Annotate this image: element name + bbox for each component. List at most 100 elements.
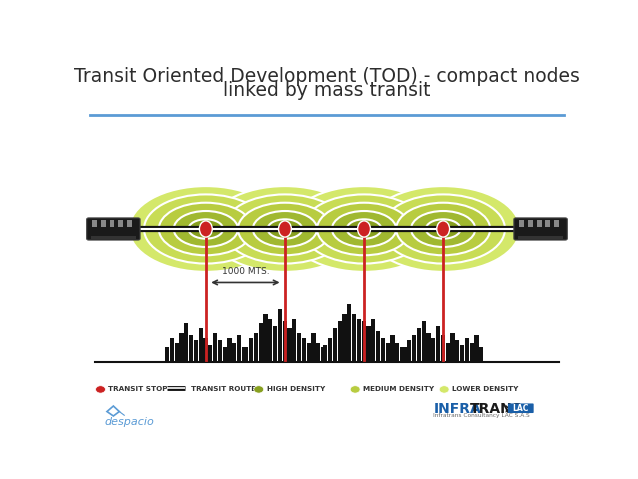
Bar — [352, 314, 356, 362]
Bar — [101, 220, 106, 227]
Bar — [268, 319, 272, 362]
Text: Infratrans Consultancy LAC S.A.S: Infratrans Consultancy LAC S.A.S — [433, 413, 530, 419]
Bar — [218, 340, 222, 362]
Bar — [366, 326, 371, 362]
Bar — [381, 338, 385, 362]
Ellipse shape — [302, 194, 426, 263]
Bar — [554, 220, 559, 227]
Bar — [343, 314, 346, 362]
Bar — [545, 220, 551, 227]
Bar — [357, 319, 361, 362]
Bar — [249, 338, 253, 362]
FancyBboxPatch shape — [87, 218, 140, 240]
Bar — [194, 340, 198, 362]
Bar — [165, 347, 169, 362]
Ellipse shape — [129, 186, 283, 272]
Ellipse shape — [288, 186, 441, 272]
Text: linked by mass transit: linked by mass transit — [223, 81, 431, 101]
Ellipse shape — [238, 203, 332, 255]
Bar — [396, 342, 399, 362]
Bar — [436, 326, 440, 362]
Bar — [519, 220, 524, 227]
Bar — [321, 347, 325, 362]
Bar — [287, 328, 292, 362]
Bar — [518, 236, 563, 239]
Ellipse shape — [358, 221, 371, 237]
Bar — [283, 321, 286, 362]
Ellipse shape — [382, 194, 505, 263]
Ellipse shape — [347, 219, 382, 239]
Bar — [403, 347, 406, 362]
Text: TRANSIT ROUTE: TRANSIT ROUTE — [191, 387, 256, 392]
Bar — [297, 333, 301, 362]
Bar — [362, 321, 366, 362]
Bar — [407, 340, 412, 362]
Bar — [118, 220, 123, 227]
Bar — [537, 220, 542, 227]
Bar — [263, 314, 267, 362]
Bar — [237, 335, 241, 362]
Text: INFRA: INFRA — [433, 402, 481, 416]
Bar — [412, 335, 416, 362]
Bar — [371, 319, 376, 362]
Bar — [258, 323, 263, 362]
Circle shape — [254, 386, 263, 393]
Bar — [244, 347, 248, 362]
Bar — [464, 338, 469, 362]
Bar — [189, 335, 193, 362]
Ellipse shape — [174, 211, 238, 247]
Bar — [302, 338, 306, 362]
Text: Transit Oriented Development (TOD) - compact nodes: Transit Oriented Development (TOD) - com… — [74, 67, 580, 86]
Bar — [92, 220, 97, 227]
Bar — [323, 345, 327, 362]
Ellipse shape — [317, 203, 411, 255]
Bar — [455, 340, 459, 362]
Text: TRANS: TRANS — [470, 402, 522, 416]
Text: HIGH DENSITY: HIGH DENSITY — [267, 387, 325, 392]
Bar — [232, 342, 237, 362]
Bar — [376, 331, 380, 362]
Ellipse shape — [223, 194, 347, 263]
Bar — [445, 342, 450, 362]
Ellipse shape — [253, 211, 317, 247]
Bar — [179, 333, 184, 362]
Ellipse shape — [411, 211, 475, 247]
Bar — [400, 347, 404, 362]
Bar — [213, 333, 218, 362]
Bar — [479, 347, 484, 362]
Bar — [475, 335, 478, 362]
Bar — [347, 304, 352, 362]
Bar — [450, 333, 455, 362]
Bar — [208, 345, 212, 362]
Bar — [460, 345, 464, 362]
Bar — [311, 333, 316, 362]
Bar — [390, 335, 395, 362]
Bar — [316, 342, 320, 362]
Bar — [127, 220, 132, 227]
Text: TRANSIT STOP: TRANSIT STOP — [108, 387, 168, 392]
Bar — [184, 323, 188, 362]
Bar — [170, 338, 174, 362]
Bar — [175, 342, 179, 362]
Bar — [431, 338, 435, 362]
FancyBboxPatch shape — [508, 403, 533, 413]
Bar — [278, 309, 282, 362]
Ellipse shape — [144, 194, 268, 263]
Ellipse shape — [396, 203, 490, 255]
Bar — [470, 342, 474, 362]
Bar — [204, 338, 207, 362]
Bar — [385, 342, 390, 362]
Ellipse shape — [279, 221, 292, 237]
Bar — [91, 236, 136, 239]
Bar — [223, 347, 227, 362]
FancyBboxPatch shape — [514, 218, 567, 240]
Bar — [110, 220, 114, 227]
Ellipse shape — [268, 219, 302, 239]
Bar — [273, 326, 277, 362]
Text: MEDIUM DENSITY: MEDIUM DENSITY — [363, 387, 434, 392]
Bar — [227, 338, 232, 362]
Bar — [333, 328, 337, 362]
Circle shape — [350, 386, 360, 393]
Text: despacio: despacio — [105, 417, 154, 427]
Bar — [306, 342, 311, 362]
